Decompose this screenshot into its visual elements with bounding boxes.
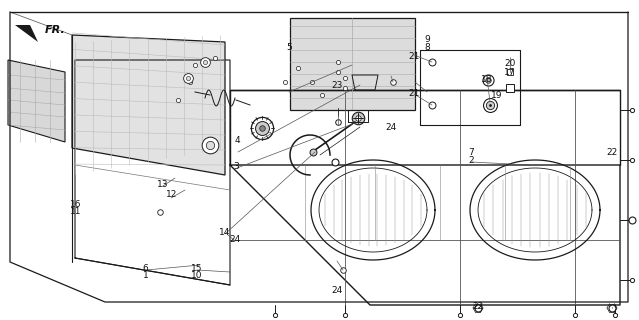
Text: 11: 11: [70, 207, 81, 216]
Text: 1: 1: [143, 271, 148, 280]
Text: 4: 4: [235, 136, 240, 145]
Text: 21: 21: [408, 52, 420, 60]
Text: 5: 5: [286, 43, 291, 52]
Polygon shape: [72, 35, 225, 175]
Text: 23: 23: [332, 81, 343, 90]
Text: 18: 18: [481, 75, 493, 84]
Polygon shape: [290, 18, 415, 110]
Text: 17: 17: [504, 68, 516, 77]
Polygon shape: [8, 60, 65, 142]
Text: 14: 14: [219, 228, 231, 237]
Text: 24: 24: [385, 123, 397, 132]
Text: 7: 7: [469, 148, 474, 157]
Text: 3: 3: [234, 162, 239, 171]
Text: 16: 16: [70, 200, 81, 209]
Text: 13: 13: [157, 180, 169, 189]
Text: 24: 24: [332, 286, 343, 295]
Text: 19: 19: [491, 91, 503, 100]
Text: 20: 20: [504, 59, 516, 68]
Text: 21: 21: [408, 89, 420, 98]
Polygon shape: [15, 25, 38, 42]
Text: 10: 10: [191, 271, 203, 280]
Text: 8: 8: [424, 43, 429, 52]
Text: 12: 12: [166, 190, 177, 199]
Text: 2: 2: [469, 156, 474, 165]
Text: 22: 22: [472, 302, 484, 311]
Text: 6: 6: [143, 264, 148, 273]
Text: 22: 22: [606, 148, 618, 157]
Text: 24: 24: [229, 235, 241, 244]
Text: 9: 9: [424, 35, 429, 44]
Text: FR.: FR.: [45, 25, 66, 35]
Text: 15: 15: [191, 264, 203, 273]
